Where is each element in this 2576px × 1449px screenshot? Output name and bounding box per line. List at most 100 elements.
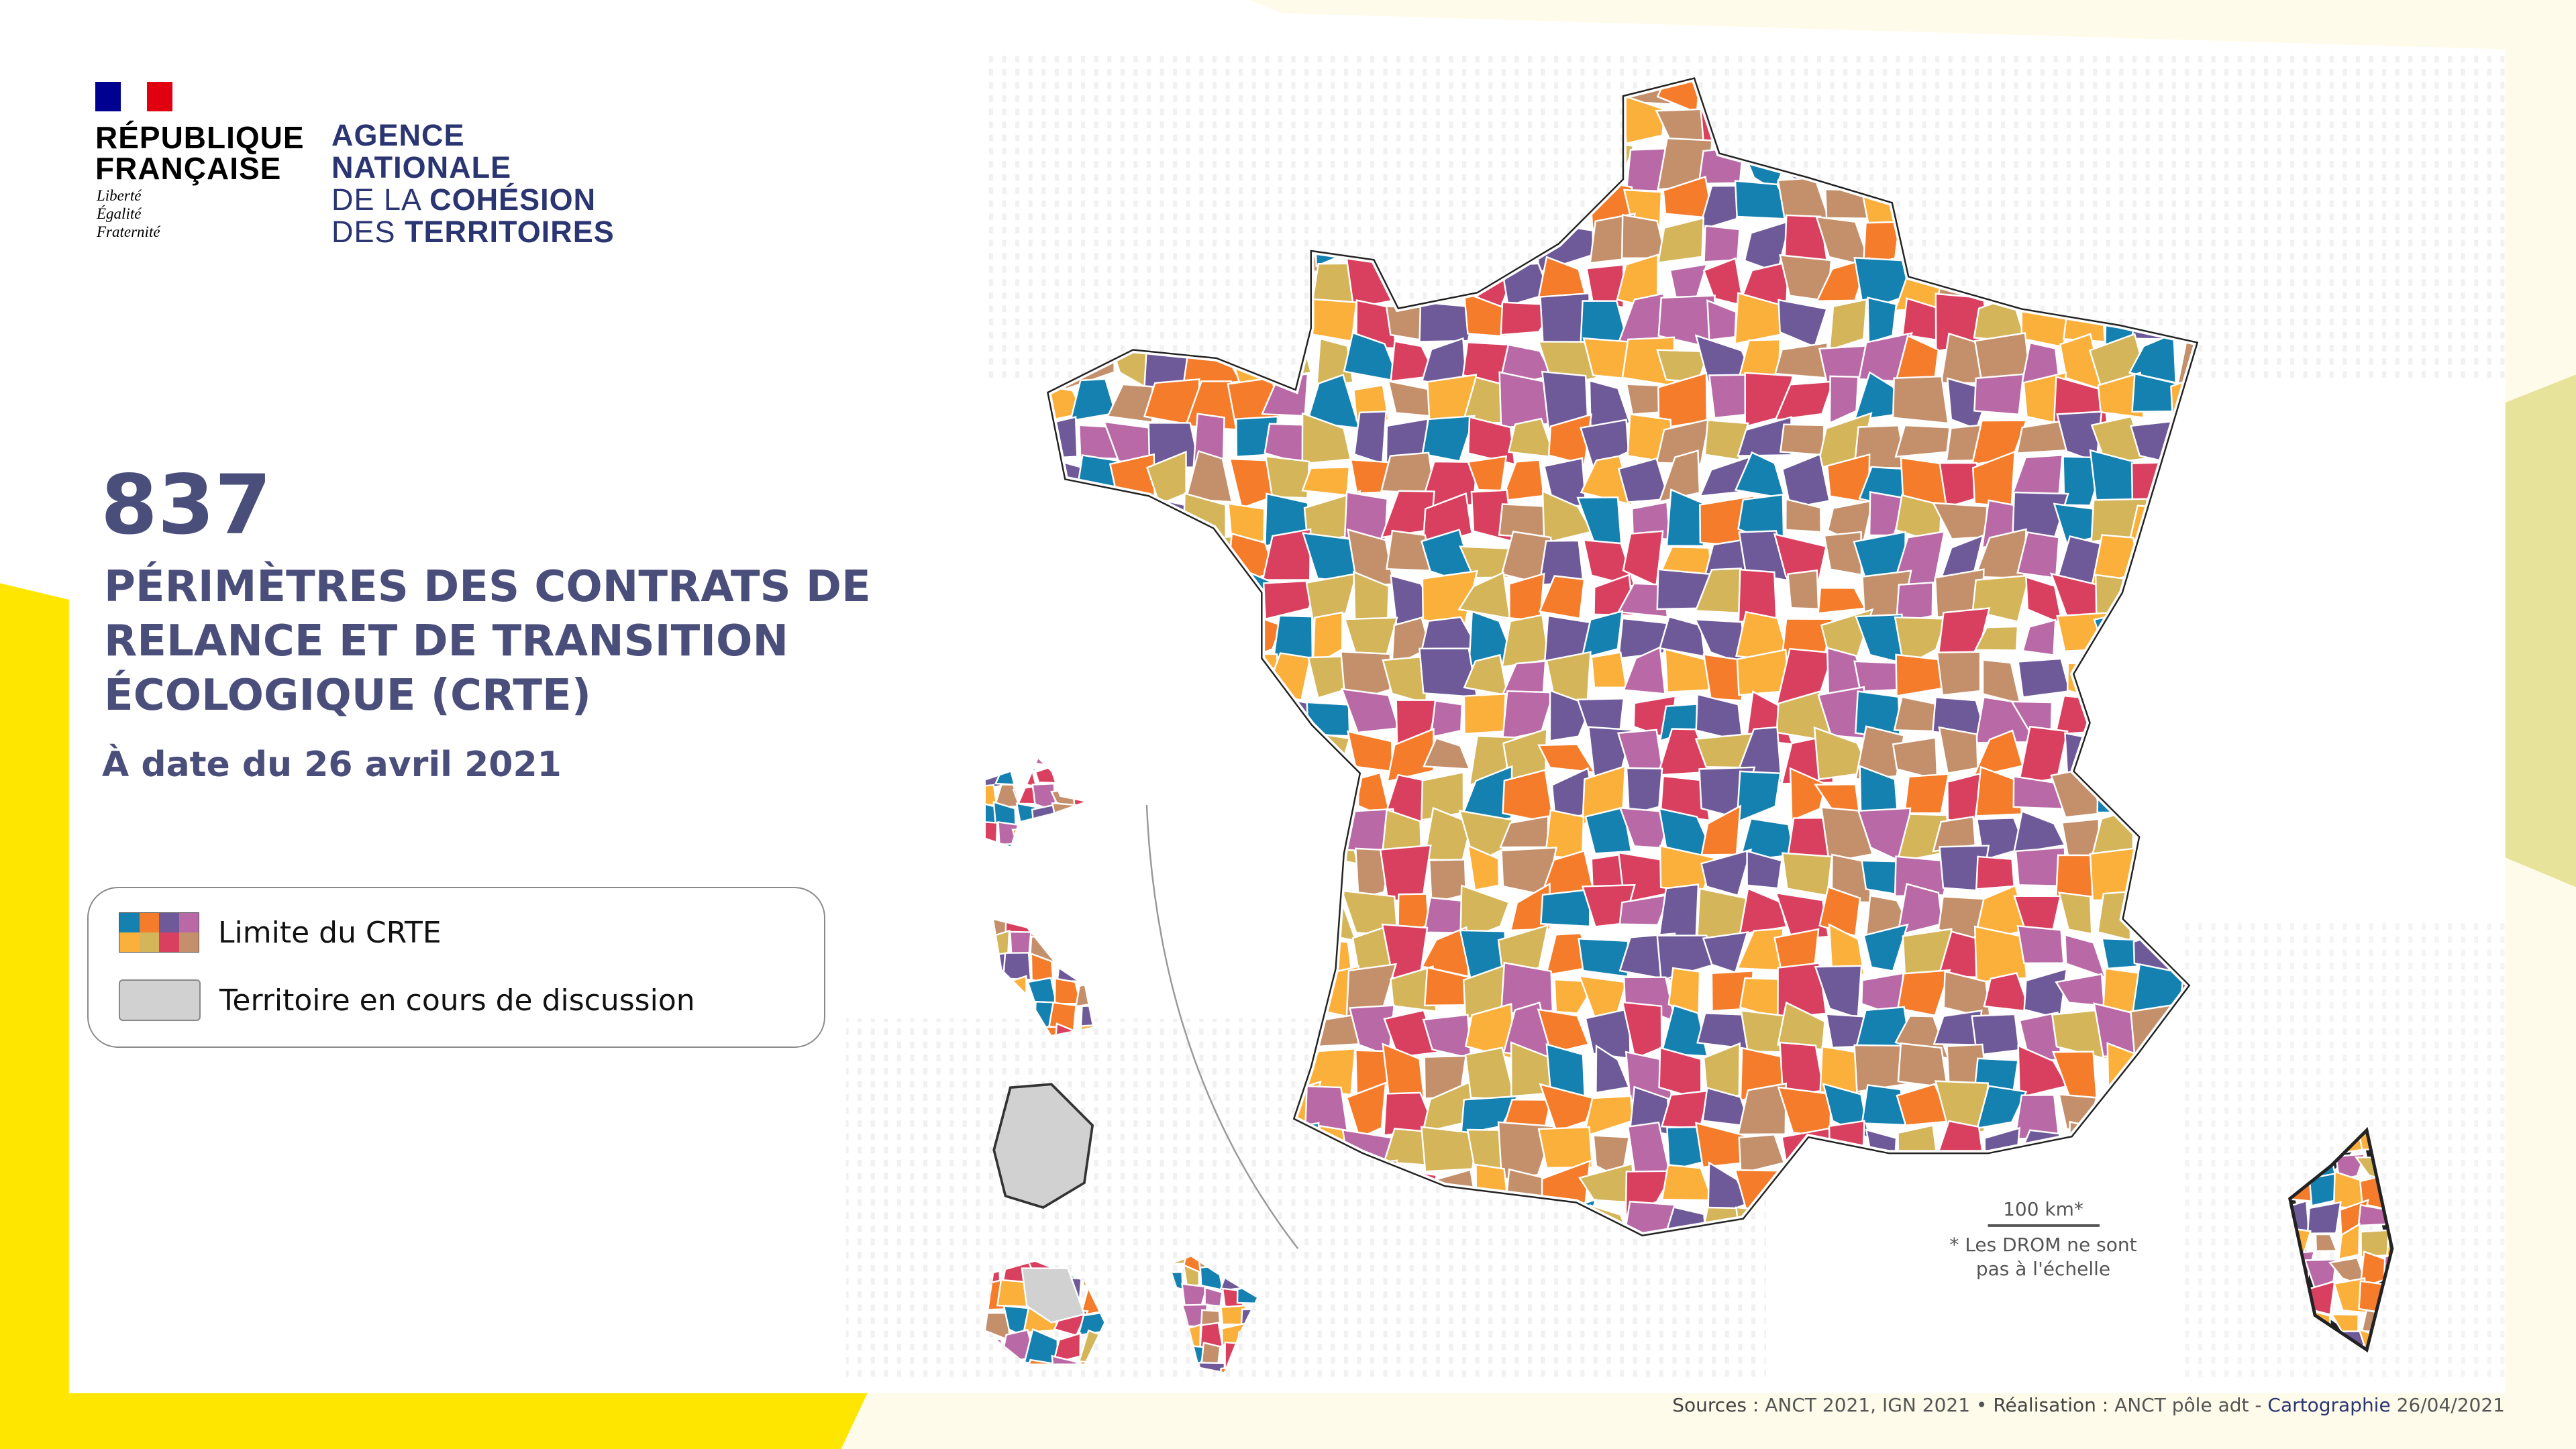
- crte-area: [1355, 229, 1385, 258]
- crte-area: [1823, 531, 1863, 576]
- crte-area: [1345, 82, 1400, 113]
- crte-area: [1787, 1165, 1819, 1205]
- crte-area: [1500, 961, 1554, 1014]
- crte-area: [2169, 804, 2194, 861]
- crte-area: [1223, 963, 1270, 1014]
- motto: Liberté Égalité Fraternité: [97, 186, 160, 241]
- crte-area: [1894, 616, 1947, 668]
- crte-area: [2387, 1146, 2391, 1181]
- crte-area: [1184, 449, 1233, 503]
- crte-area: [1224, 1341, 1247, 1369]
- crte-area: [1066, 623, 1116, 665]
- crte-area: [1223, 213, 1280, 266]
- crte-area: [1973, 925, 2028, 983]
- crte-area: [1944, 143, 1992, 190]
- crte-area: [1932, 816, 1977, 853]
- legend-label: Territoire en cours de discussion: [219, 983, 695, 1018]
- crte-area: [2132, 616, 2177, 668]
- crte-area: [1972, 140, 2030, 193]
- crte-area: [2051, 82, 2099, 111]
- crte-area: [1029, 1026, 1059, 1035]
- crte-area: [1306, 298, 1357, 343]
- crte-area: [1513, 175, 1558, 233]
- crte-area: [2381, 1338, 2391, 1348]
- crte-area: [1853, 1044, 1911, 1093]
- crte-area: [1051, 215, 1080, 270]
- crte-area: [1342, 1159, 1398, 1212]
- crte-area: [1737, 416, 1792, 457]
- crte-area: [1074, 135, 1124, 188]
- crte-area: [1506, 104, 1557, 151]
- crte-area: [1066, 658, 1122, 703]
- scale-note: * Les DROM ne sont pas à l'échelle: [1899, 1233, 2187, 1281]
- crte-area: [1818, 885, 1861, 937]
- crte-area: [1700, 848, 1753, 897]
- realisation-label: Réalisation :: [1993, 1394, 2109, 1416]
- crte-area: [2170, 501, 2194, 542]
- crte-area: [1068, 688, 1113, 742]
- crte-area: [1051, 700, 1080, 742]
- crte-area: [994, 1026, 1013, 1035]
- crte-area: [1467, 844, 1500, 892]
- crte-area: [1471, 217, 1508, 271]
- crte-area: [1051, 1204, 1084, 1232]
- crte-area: [1227, 886, 1282, 937]
- crte-area: [1379, 82, 1429, 110]
- crte-area: [1538, 575, 1586, 620]
- crte-area: [1458, 765, 1513, 823]
- crte-area: [2291, 1133, 2316, 1153]
- crte-area: [1115, 298, 1152, 341]
- crte-area: [2132, 771, 2180, 818]
- crte-area: [2010, 138, 2069, 195]
- crte-area: [1002, 999, 1032, 1030]
- crte-area: [1895, 582, 1934, 624]
- crte-area: [1070, 97, 1117, 152]
- crte-area: [1121, 969, 1152, 1018]
- crte-area: [1551, 146, 1598, 179]
- crte-area: [1170, 1256, 1189, 1266]
- crte-area: [1702, 1042, 1741, 1100]
- crte-area: [1539, 1083, 1595, 1132]
- realisation: ANCT pôle adt -: [2108, 1394, 2268, 1416]
- crte-area: [1259, 1362, 1284, 1383]
- crte-area: [1051, 843, 1082, 905]
- crte-area: [1145, 1018, 1200, 1063]
- crte-area: [1184, 303, 1241, 339]
- crte-area: [1387, 1167, 1438, 1215]
- crte-area: [1428, 219, 1475, 260]
- crte-area: [1190, 572, 1229, 629]
- crte-area: [2013, 107, 2058, 144]
- crte-area: [1386, 727, 1435, 783]
- crte-area: [1379, 180, 1430, 226]
- crte-area: [2170, 99, 2194, 142]
- crte-area: [1659, 775, 1711, 822]
- crte-area: [2093, 609, 2148, 659]
- legend: Limite du CRTE Territoire en cours de di…: [87, 887, 825, 1048]
- crte-area: [1064, 295, 1119, 344]
- crte-area: [1184, 1124, 1239, 1179]
- crte-area: [2102, 105, 2147, 152]
- crte-area: [1051, 920, 1084, 936]
- crte-area: [2291, 1276, 2309, 1314]
- crte-area: [1186, 690, 1238, 739]
- crte-area: [1419, 99, 1470, 155]
- crte-area: [1861, 186, 1905, 229]
- crte-area: [1739, 887, 1788, 936]
- crte-area: [1109, 453, 1156, 506]
- crte-area: [1111, 737, 1157, 779]
- crte-area: [1895, 1170, 1937, 1210]
- crte-area: [1815, 1205, 1867, 1232]
- motto-line: Fraternité: [97, 223, 160, 240]
- crte-area: [1904, 82, 1939, 107]
- crte-area: [1223, 1095, 1281, 1134]
- crte-area: [1459, 142, 1512, 184]
- crte-area: [1264, 1013, 1321, 1060]
- crte-count: 837: [101, 458, 272, 553]
- crte-area: [1264, 734, 1315, 787]
- crte-area: [1857, 138, 1904, 188]
- crte-area: [2174, 1049, 2194, 1098]
- crte-area: [2096, 648, 2142, 699]
- crte-area: [2089, 215, 2150, 265]
- crte-area: [1111, 938, 1164, 979]
- crte-area: [1775, 94, 1835, 148]
